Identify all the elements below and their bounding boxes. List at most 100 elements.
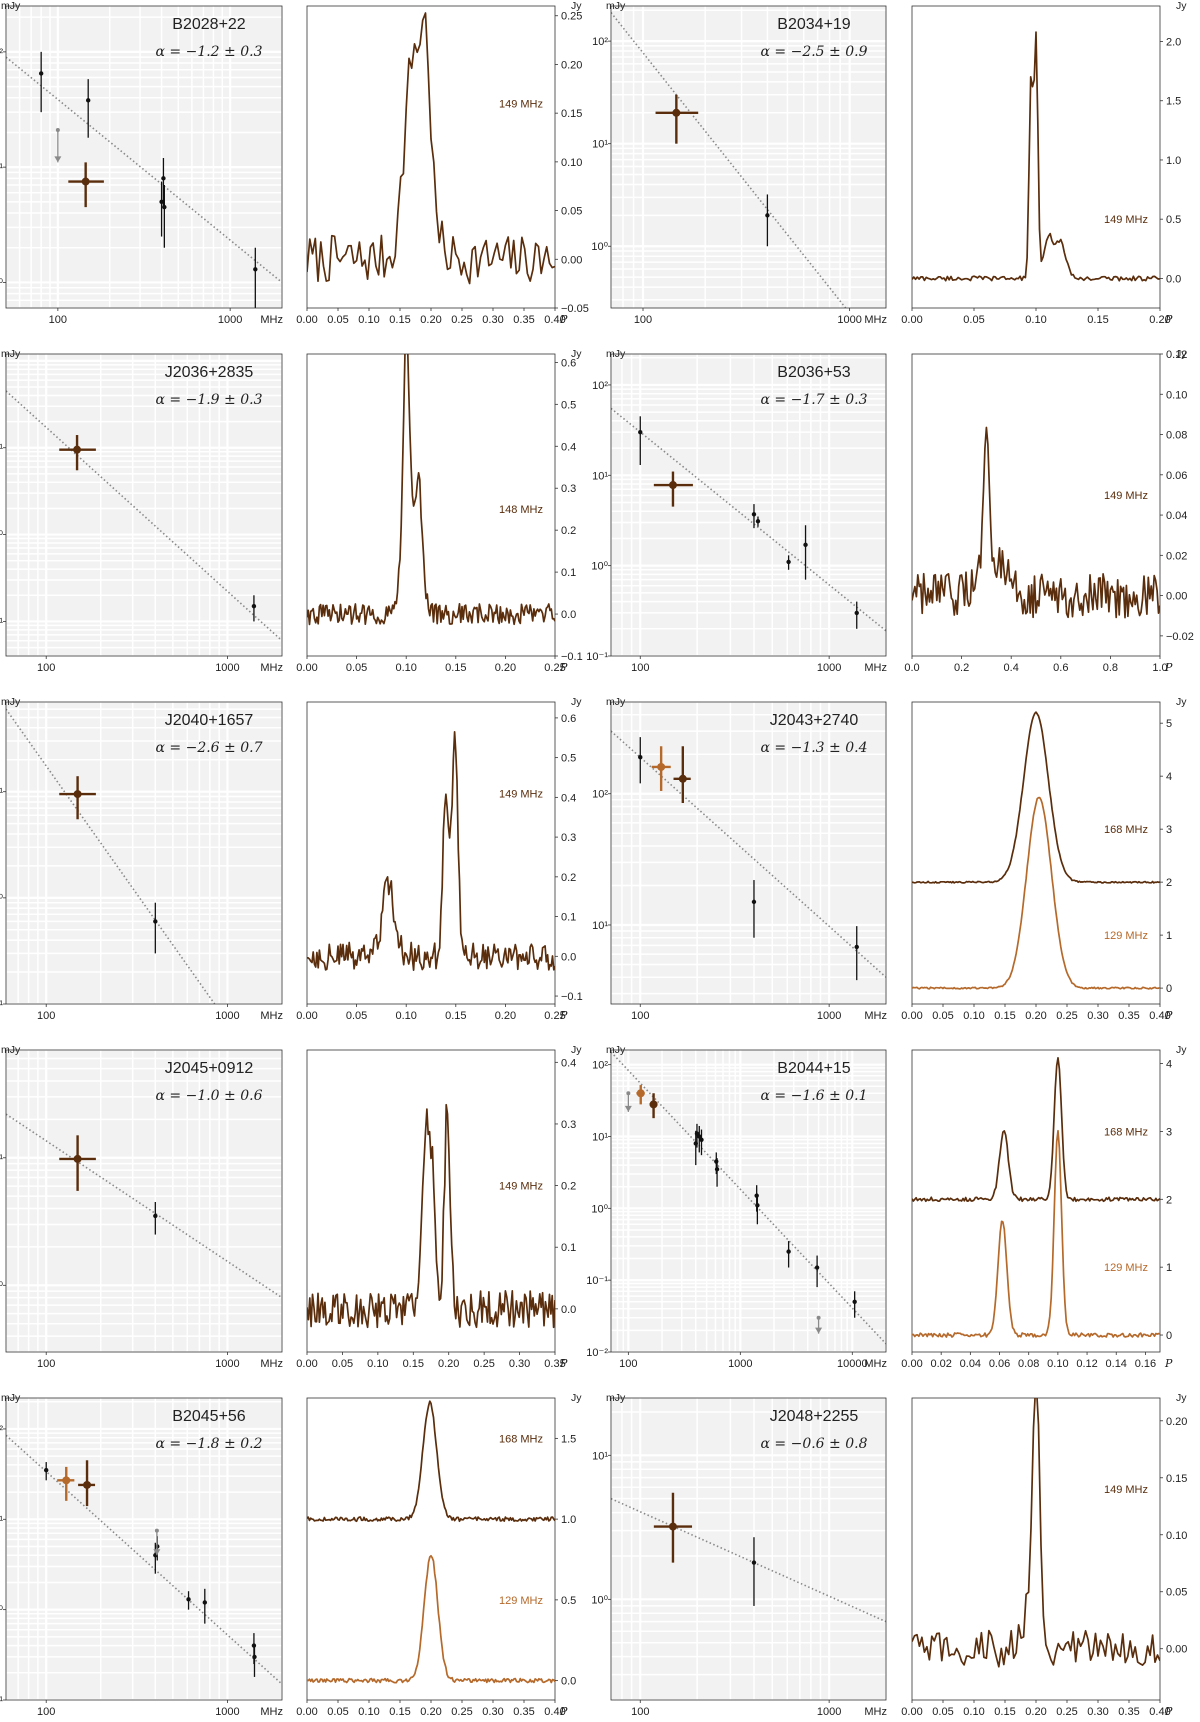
x-unit-label: MHz [864,662,887,674]
profile-trace [912,1398,1160,1668]
y-tick-label: 10² [0,47,3,59]
point-marker [694,1131,700,1136]
x-unit-label: P [1164,1357,1173,1370]
x-tick-label: 0.04 [960,1358,981,1370]
profile-frequency-label: 149 MHz [1104,214,1148,226]
x-tick-label: 0.40 [1149,1706,1170,1718]
x-tick-label: 0.15 [445,1010,466,1022]
x-unit-label: P [559,1009,568,1022]
profile-frequency-label: 149 MHz [499,98,543,110]
x-tick-label: 0.05 [963,314,984,326]
spectrum-panel: 100 1000 MHz 10⁰ 10¹ mJy J2045+0912 α = −1.0 ± … [0,1044,283,1370]
y-tick-label: 10¹ [592,139,608,151]
profile-panel: 149 MHz 0.00 0.05 0.10 0.15 0.20 0.25 0.30 0.35 0… [901,1392,1187,1718]
x-tick-label: 0.10 [358,1706,379,1718]
x-tick-label: 0.15 [994,1706,1015,1718]
upper-limit-arrow [624,1105,632,1112]
point-marker [153,1213,158,1219]
spectral-index: α = −0.6 ± 0.8 [761,1436,868,1452]
x-tick-label: 0.20 [1025,1010,1046,1022]
point-marker [854,610,859,616]
y-unit-label: Jy [571,0,582,12]
y-tick-label: 10⁻¹ [586,1275,608,1287]
x-tick-label: 1000 [817,662,841,674]
profile-panel: 168 MHz 129 MHz 0.00 0.05 0.10 0.15 0.20 0.25 0.… [901,696,1187,1022]
y-tick-label: 10⁰ [0,1280,4,1292]
x-tick-label: 100 [631,1010,649,1022]
spectrum-background [611,1398,886,1700]
x-unit-label: P [1164,1705,1173,1718]
x-tick-label: 0.00 [901,314,922,326]
y-tick-label: 10¹ [0,162,3,174]
spectrum-point [38,51,44,113]
x-tick-label: 0.2 [954,662,969,674]
spectrum-point [697,1126,702,1153]
spectrum-lofar-point [636,1085,645,1105]
spectrum-frame [5,353,283,657]
x-unit-label: P [559,313,568,326]
x-tick-label: 0.15 [389,1706,410,1718]
x-tick-label: 0.0 [904,662,919,674]
spectrum-point [161,158,166,208]
spectrum-fit-line [611,1051,886,1345]
spectrum-point [153,1202,158,1235]
x-tick-label: 0.10 [963,1706,984,1718]
x-tick-label: 1000 [215,662,239,674]
x-tick-label: 100 [631,662,649,674]
point-marker [852,1299,857,1304]
y-tick-label: 0.20 [561,59,582,71]
spectral-index: α = −1.2 ± 0.3 [156,44,263,60]
spectrum-point [755,1193,760,1225]
y-tick-label: 10² [592,1060,608,1072]
y-tick-label: 0.25 [561,11,582,23]
y-tick-label: 0 [1166,983,1172,995]
x-tick-label: 0.05 [327,1706,348,1718]
spectrum-lofar-point [59,1135,96,1191]
point-marker [44,1467,49,1473]
y-tick-label: 4 [1166,1059,1172,1071]
spectrum-lofar-point [653,1492,693,1563]
x-tick-label: 0.15 [994,1010,1015,1022]
y-tick-label: 10⁰ [591,561,608,573]
lofar-marker [657,762,666,771]
spectrum-fit-line [6,708,216,1004]
spectrum-lofar-point [655,94,699,144]
spectrum-grid [5,6,283,309]
pulsar-name: B2034+19 [777,16,851,33]
x-unit-label: MHz [260,1706,283,1718]
x-tick-label: 0.25 [1056,1706,1077,1718]
x-tick-label: 0.35 [1118,1010,1139,1022]
point-marker [755,519,761,524]
profile-frequency-label: 148 MHz [499,504,543,516]
spectrum-point [44,1462,49,1481]
profile-frequency-label: 168 MHz [499,1433,543,1445]
spectrum-point [186,1591,191,1610]
point-marker [638,754,643,760]
point-marker [714,1159,719,1164]
x-tick-label: 0.10 [367,1358,388,1370]
x-tick-label: 0.8 [1103,662,1118,674]
point-marker [854,944,859,950]
spectrum-grid [610,1398,887,1701]
y-tick-label: 0.0 [561,1304,576,1316]
spectrum-panel: 100 1000 MHz 10⁰ 10¹ mJy J2048+2255 α = −0.6 ± … [591,1392,887,1718]
y-tick-label: 10² [592,789,608,801]
y-tick-label: 10⁰ [0,1605,4,1617]
y-tick-label: 10¹ [592,1450,608,1462]
profile-trace [912,796,1160,990]
y-tick-label: 10⁻¹ [0,1695,3,1707]
spectrum-panel: 100 1000 MHz 10⁰ 10¹ 10² mJy B2028+22 α = −1.2 ±… [0,0,283,326]
x-tick-label: 0.10 [395,1010,416,1022]
x-unit-label: MHz [260,662,283,674]
y-tick-label: 1 [1166,930,1172,942]
spectrum-frame [5,1397,283,1701]
y-tick-label: 10⁰ [0,277,4,289]
x-unit-label: P [1164,313,1173,326]
y-unit-label: mJy [606,1044,626,1056]
spectral-index: α = −1.7 ± 0.3 [761,392,868,408]
spectrum-fit-line [6,56,282,284]
spectrum-panel: 100 1000 MHz 10⁰ 10¹ 10² mJy B2034+19 α = −2.5 ±… [591,0,887,326]
y-tick-label: 0.05 [561,206,582,218]
spectrum-point [854,926,859,981]
